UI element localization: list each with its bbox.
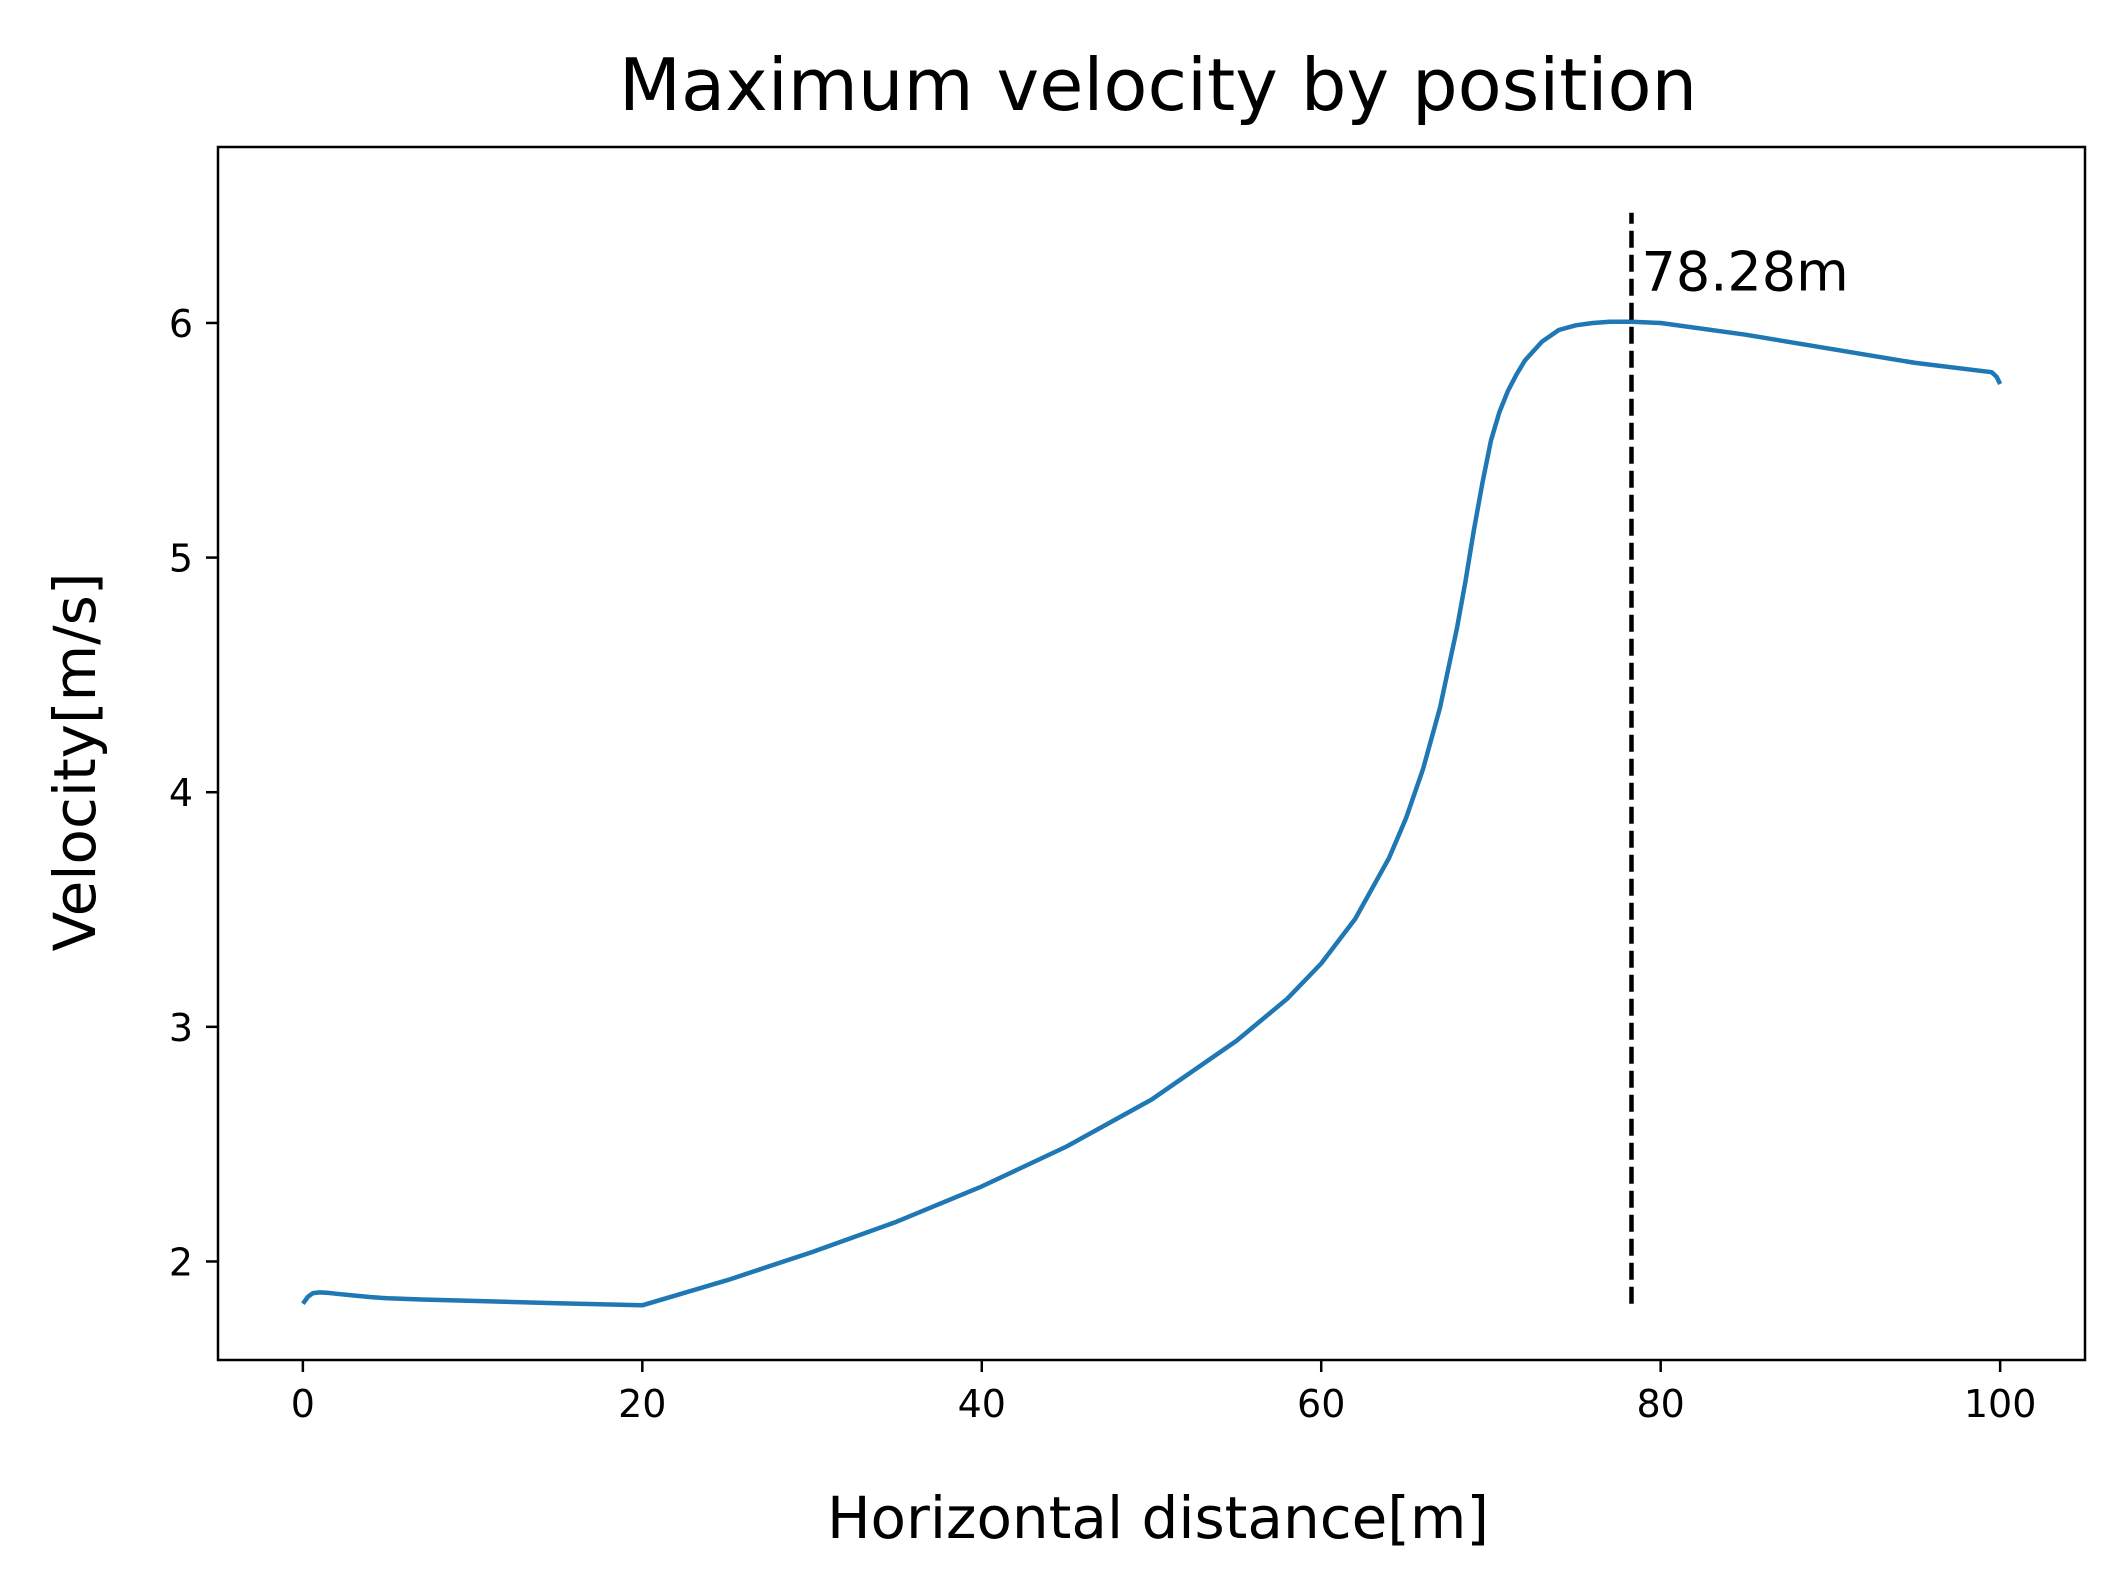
x-tick-label: 100 — [1964, 1382, 2037, 1426]
series-layer — [301, 319, 2003, 1308]
y-tick-label: 6 — [169, 302, 193, 346]
x-tick-label: 60 — [1297, 1382, 1345, 1426]
plot-area: 78.28m — [216, 145, 2087, 1362]
y-axis: 2 3 4 5 6 — [169, 302, 218, 1284]
plot-frame — [216, 145, 2087, 1362]
chart-title: Maximum velocity by position — [619, 43, 1697, 127]
x-tick-label: 20 — [618, 1382, 666, 1426]
x-tick-label: 40 — [958, 1382, 1006, 1426]
x-tick-label: 80 — [1637, 1382, 1685, 1426]
y-tick-label: 2 — [169, 1240, 193, 1284]
series-line-0 — [301, 319, 2003, 1308]
x-axis-label: Horizontal distance[m] — [827, 1484, 1489, 1552]
x-axis: 0 20 40 60 80 100 — [291, 1360, 2037, 1426]
x-tick-label: 0 — [291, 1382, 315, 1426]
y-tick-label: 5 — [169, 537, 193, 581]
y-axis-label: Velocity[m/s] — [41, 572, 109, 951]
y-tick-label: 4 — [169, 771, 193, 815]
annotation-layer: 78.28m — [1629, 212, 1849, 1304]
vline-label: 78.28m — [1641, 240, 1848, 303]
y-tick-label: 3 — [169, 1006, 193, 1050]
